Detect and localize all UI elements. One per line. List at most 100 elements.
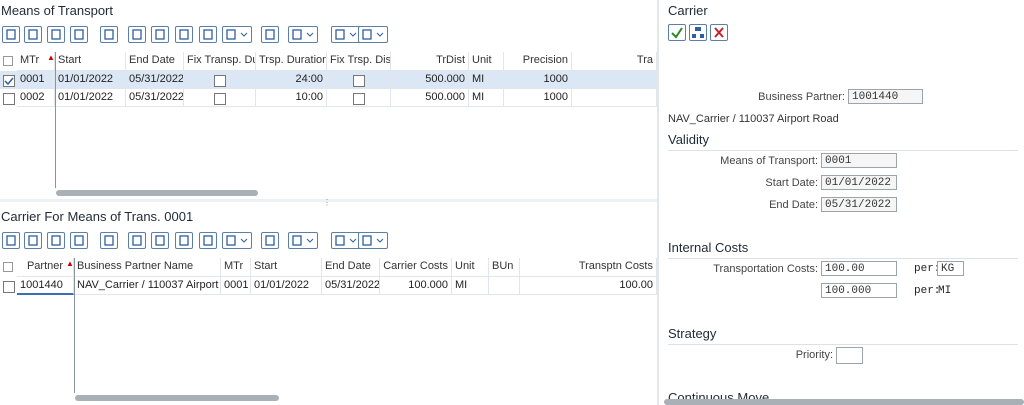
table-cell: 24:00 bbox=[256, 71, 327, 89]
column-header[interactable]: Partner bbox=[17, 258, 74, 277]
column-header[interactable]: Trsp. Duration bbox=[256, 52, 327, 71]
column-header[interactable]: Transptn Costs bbox=[520, 258, 657, 277]
toolbar-button[interactable] bbox=[358, 26, 388, 43]
toolbar-button[interactable] bbox=[100, 26, 118, 43]
toolbar-button[interactable] bbox=[24, 26, 42, 43]
toolbar-button[interactable] bbox=[199, 26, 217, 43]
column-header[interactable]: BUn bbox=[489, 258, 520, 277]
select-all-icon[interactable] bbox=[3, 262, 13, 272]
cost-field[interactable]: 100.000 bbox=[821, 283, 897, 298]
group-separator bbox=[668, 344, 1018, 345]
column-header[interactable]: End Date bbox=[322, 258, 380, 277]
toolbar-button[interactable] bbox=[151, 232, 169, 249]
column-header[interactable]: Unit bbox=[452, 258, 489, 277]
toolbar-button[interactable] bbox=[261, 26, 279, 43]
toolbar-button[interactable] bbox=[288, 26, 318, 43]
priority-field[interactable] bbox=[836, 347, 863, 364]
table-cell: 01/01/2022 bbox=[55, 71, 126, 89]
toolbar-button[interactable] bbox=[261, 232, 279, 249]
toolbar-button[interactable] bbox=[288, 232, 318, 249]
field-label: End Date: bbox=[769, 199, 818, 211]
toolbar-button[interactable] bbox=[331, 232, 361, 249]
confirm-button[interactable] bbox=[668, 24, 686, 41]
column-header[interactable]: TrDist bbox=[391, 52, 469, 71]
field-label: Start Date: bbox=[765, 177, 818, 189]
field-label: Priority: bbox=[795, 349, 833, 361]
cost-field[interactable]: 100.00 bbox=[821, 261, 897, 276]
business-partner-field[interactable]: 1001440 bbox=[848, 89, 923, 104]
table-cell: 0001 bbox=[17, 71, 55, 89]
start-date-field[interactable]: 01/01/2022 bbox=[821, 175, 897, 190]
per-unit-field[interactable]: KG bbox=[937, 261, 964, 276]
group-separator bbox=[668, 150, 1018, 151]
table-cell: 01/01/2022 bbox=[55, 89, 126, 107]
partner-name: NAV_Carrier / 110037 Airport Road bbox=[668, 113, 839, 125]
toolbar-button[interactable] bbox=[175, 232, 193, 249]
column-header[interactable]: Precision bbox=[504, 52, 572, 71]
means-field[interactable]: 0001 bbox=[821, 153, 897, 168]
toolbar-button[interactable] bbox=[70, 232, 88, 249]
per-label: per: bbox=[914, 285, 941, 297]
sort-indicator: ▲ bbox=[47, 53, 55, 62]
column-header[interactable]: MTr bbox=[221, 258, 251, 277]
column-header[interactable]: Unit bbox=[469, 52, 504, 71]
table-checkbox[interactable] bbox=[214, 93, 226, 105]
column-header[interactable]: Start bbox=[251, 258, 322, 277]
column-header[interactable]: Business Partner Name bbox=[74, 258, 221, 277]
table-cell bbox=[572, 89, 657, 107]
toolbar-button[interactable] bbox=[128, 232, 146, 249]
panel-title: Carrier bbox=[668, 3, 708, 18]
table-cell: 1000 bbox=[504, 71, 572, 89]
column-header[interactable]: End Date bbox=[126, 52, 184, 71]
table-cell[interactable]: 1001440 bbox=[17, 277, 74, 295]
table-cell: 100.00 bbox=[520, 277, 657, 295]
frozen-divider bbox=[55, 52, 56, 188]
toolbar-button[interactable] bbox=[24, 232, 42, 249]
toolbar-button[interactable] bbox=[222, 26, 252, 43]
panel-divider bbox=[657, 0, 659, 405]
frozen-divider bbox=[74, 258, 75, 393]
group-separator bbox=[668, 258, 1018, 259]
toolbar-button[interactable] bbox=[2, 26, 20, 43]
toolbar-button[interactable] bbox=[2, 232, 20, 249]
cancel-button[interactable] bbox=[710, 24, 728, 41]
toolbar-button[interactable] bbox=[47, 26, 65, 43]
table-cell: 05/31/2022 bbox=[126, 89, 184, 107]
scrollbar[interactable] bbox=[664, 399, 1024, 405]
row-checkbox[interactable] bbox=[3, 75, 15, 87]
splitter[interactable] bbox=[0, 199, 657, 202]
row-checkbox[interactable] bbox=[3, 281, 15, 293]
table-cell: 0001 bbox=[221, 277, 251, 295]
toolbar-button[interactable] bbox=[331, 26, 361, 43]
row-checkbox[interactable] bbox=[3, 93, 15, 105]
column-header[interactable]: Fix Trsp. Dist. bbox=[327, 52, 391, 71]
column-header[interactable]: Fix Transp. Dur. bbox=[184, 52, 256, 71]
table-checkbox[interactable] bbox=[353, 93, 365, 105]
toolbar-button[interactable] bbox=[128, 26, 146, 43]
per-label: per: bbox=[914, 263, 941, 275]
toolbar-button[interactable] bbox=[222, 232, 252, 249]
toolbar-button[interactable] bbox=[151, 26, 169, 43]
end-date-field[interactable]: 05/31/2022 bbox=[821, 197, 897, 212]
toolbar-button[interactable] bbox=[70, 26, 88, 43]
column-header[interactable]: Start bbox=[55, 52, 126, 71]
field-label: Business Partner: bbox=[758, 91, 845, 103]
toolbar-button[interactable] bbox=[47, 232, 65, 249]
column-header[interactable]: Tra bbox=[572, 52, 657, 71]
select-all-icon[interactable] bbox=[3, 56, 13, 66]
hierarchy-button[interactable] bbox=[689, 24, 707, 41]
table-cell: 500.000 bbox=[391, 89, 469, 107]
toolbar-button[interactable] bbox=[100, 232, 118, 249]
table-checkbox[interactable] bbox=[353, 75, 365, 87]
column-header[interactable]: MTr bbox=[17, 52, 55, 71]
scrollbar[interactable] bbox=[56, 190, 258, 196]
group-heading: Internal Costs bbox=[668, 240, 749, 255]
table-checkbox[interactable] bbox=[214, 75, 226, 87]
column-header[interactable]: Carrier Costs bbox=[380, 258, 452, 277]
toolbar-button[interactable] bbox=[175, 26, 193, 43]
table-cell: NAV_Carrier / 110037 Airport Road bbox=[74, 277, 221, 295]
toolbar-button[interactable] bbox=[358, 232, 388, 249]
toolbar-button[interactable] bbox=[199, 232, 217, 249]
scrollbar[interactable] bbox=[75, 395, 279, 401]
